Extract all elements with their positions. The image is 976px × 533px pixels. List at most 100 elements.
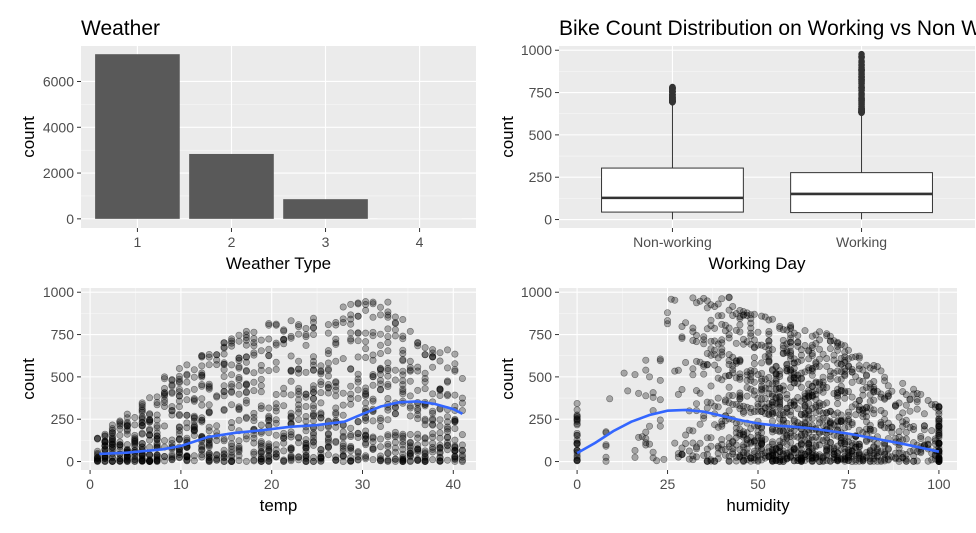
point [138,414,146,422]
point [347,320,355,328]
point [399,430,407,438]
point [108,457,116,465]
point [198,373,206,381]
point [830,444,838,452]
point [198,443,206,451]
point [280,456,288,464]
point [309,388,317,396]
point [384,450,392,458]
point [295,387,303,395]
point [257,455,265,463]
point [421,415,429,423]
point [399,438,407,446]
point [458,451,466,459]
point [138,407,146,415]
point [295,365,303,373]
point [696,439,704,447]
point [190,412,198,420]
point [213,422,221,430]
point [175,392,183,400]
point [228,339,236,347]
point [213,436,221,444]
point [257,361,265,369]
point [884,419,892,427]
point [175,423,183,431]
point [161,402,169,410]
point [406,430,414,438]
point [168,452,176,460]
point [309,330,317,338]
point [220,451,228,459]
point [725,407,733,415]
point [761,404,769,412]
point [309,441,317,449]
point [347,365,355,373]
point [265,367,273,375]
point [689,294,697,302]
point [436,449,444,457]
point [175,364,183,372]
point [743,392,751,400]
point [287,446,295,454]
point [317,414,325,422]
point [935,415,943,423]
point [339,318,347,326]
point [761,375,769,383]
point [198,451,206,459]
point [242,389,250,397]
point [736,356,744,364]
point [339,411,347,419]
point [317,457,325,465]
point [783,361,791,369]
point [190,457,198,465]
point [436,443,444,451]
point [815,328,823,336]
point [682,358,690,366]
point [844,355,852,363]
point [362,390,370,398]
point [436,457,444,465]
point [877,420,885,428]
point [406,449,414,457]
point [257,457,265,465]
point [406,449,414,457]
y-tick-label: 4000 [43,119,74,135]
point [257,457,265,465]
box [790,172,933,214]
point [153,416,161,424]
point [123,418,131,426]
point [257,336,265,344]
point [324,389,332,397]
point [830,356,838,364]
point [123,427,131,435]
point [414,339,422,347]
point [436,422,444,430]
point [317,367,325,375]
point [436,385,444,393]
point [362,431,370,439]
point [725,331,733,339]
point [369,371,377,379]
point [287,444,295,452]
point [332,382,340,390]
point [391,404,399,412]
point [718,436,726,444]
point [837,436,845,444]
x-tick-label: 25 [660,476,676,492]
point [324,372,332,380]
point [399,385,407,393]
point [354,312,362,320]
y-tick-label: 500 [529,127,553,143]
point [700,414,708,422]
point [859,391,867,399]
point [131,457,139,465]
point [834,400,842,408]
point [131,435,139,443]
point [309,366,317,374]
point [692,357,700,365]
point [108,436,116,444]
point [108,426,116,434]
point [101,457,109,465]
point [257,439,265,447]
point [765,337,773,345]
